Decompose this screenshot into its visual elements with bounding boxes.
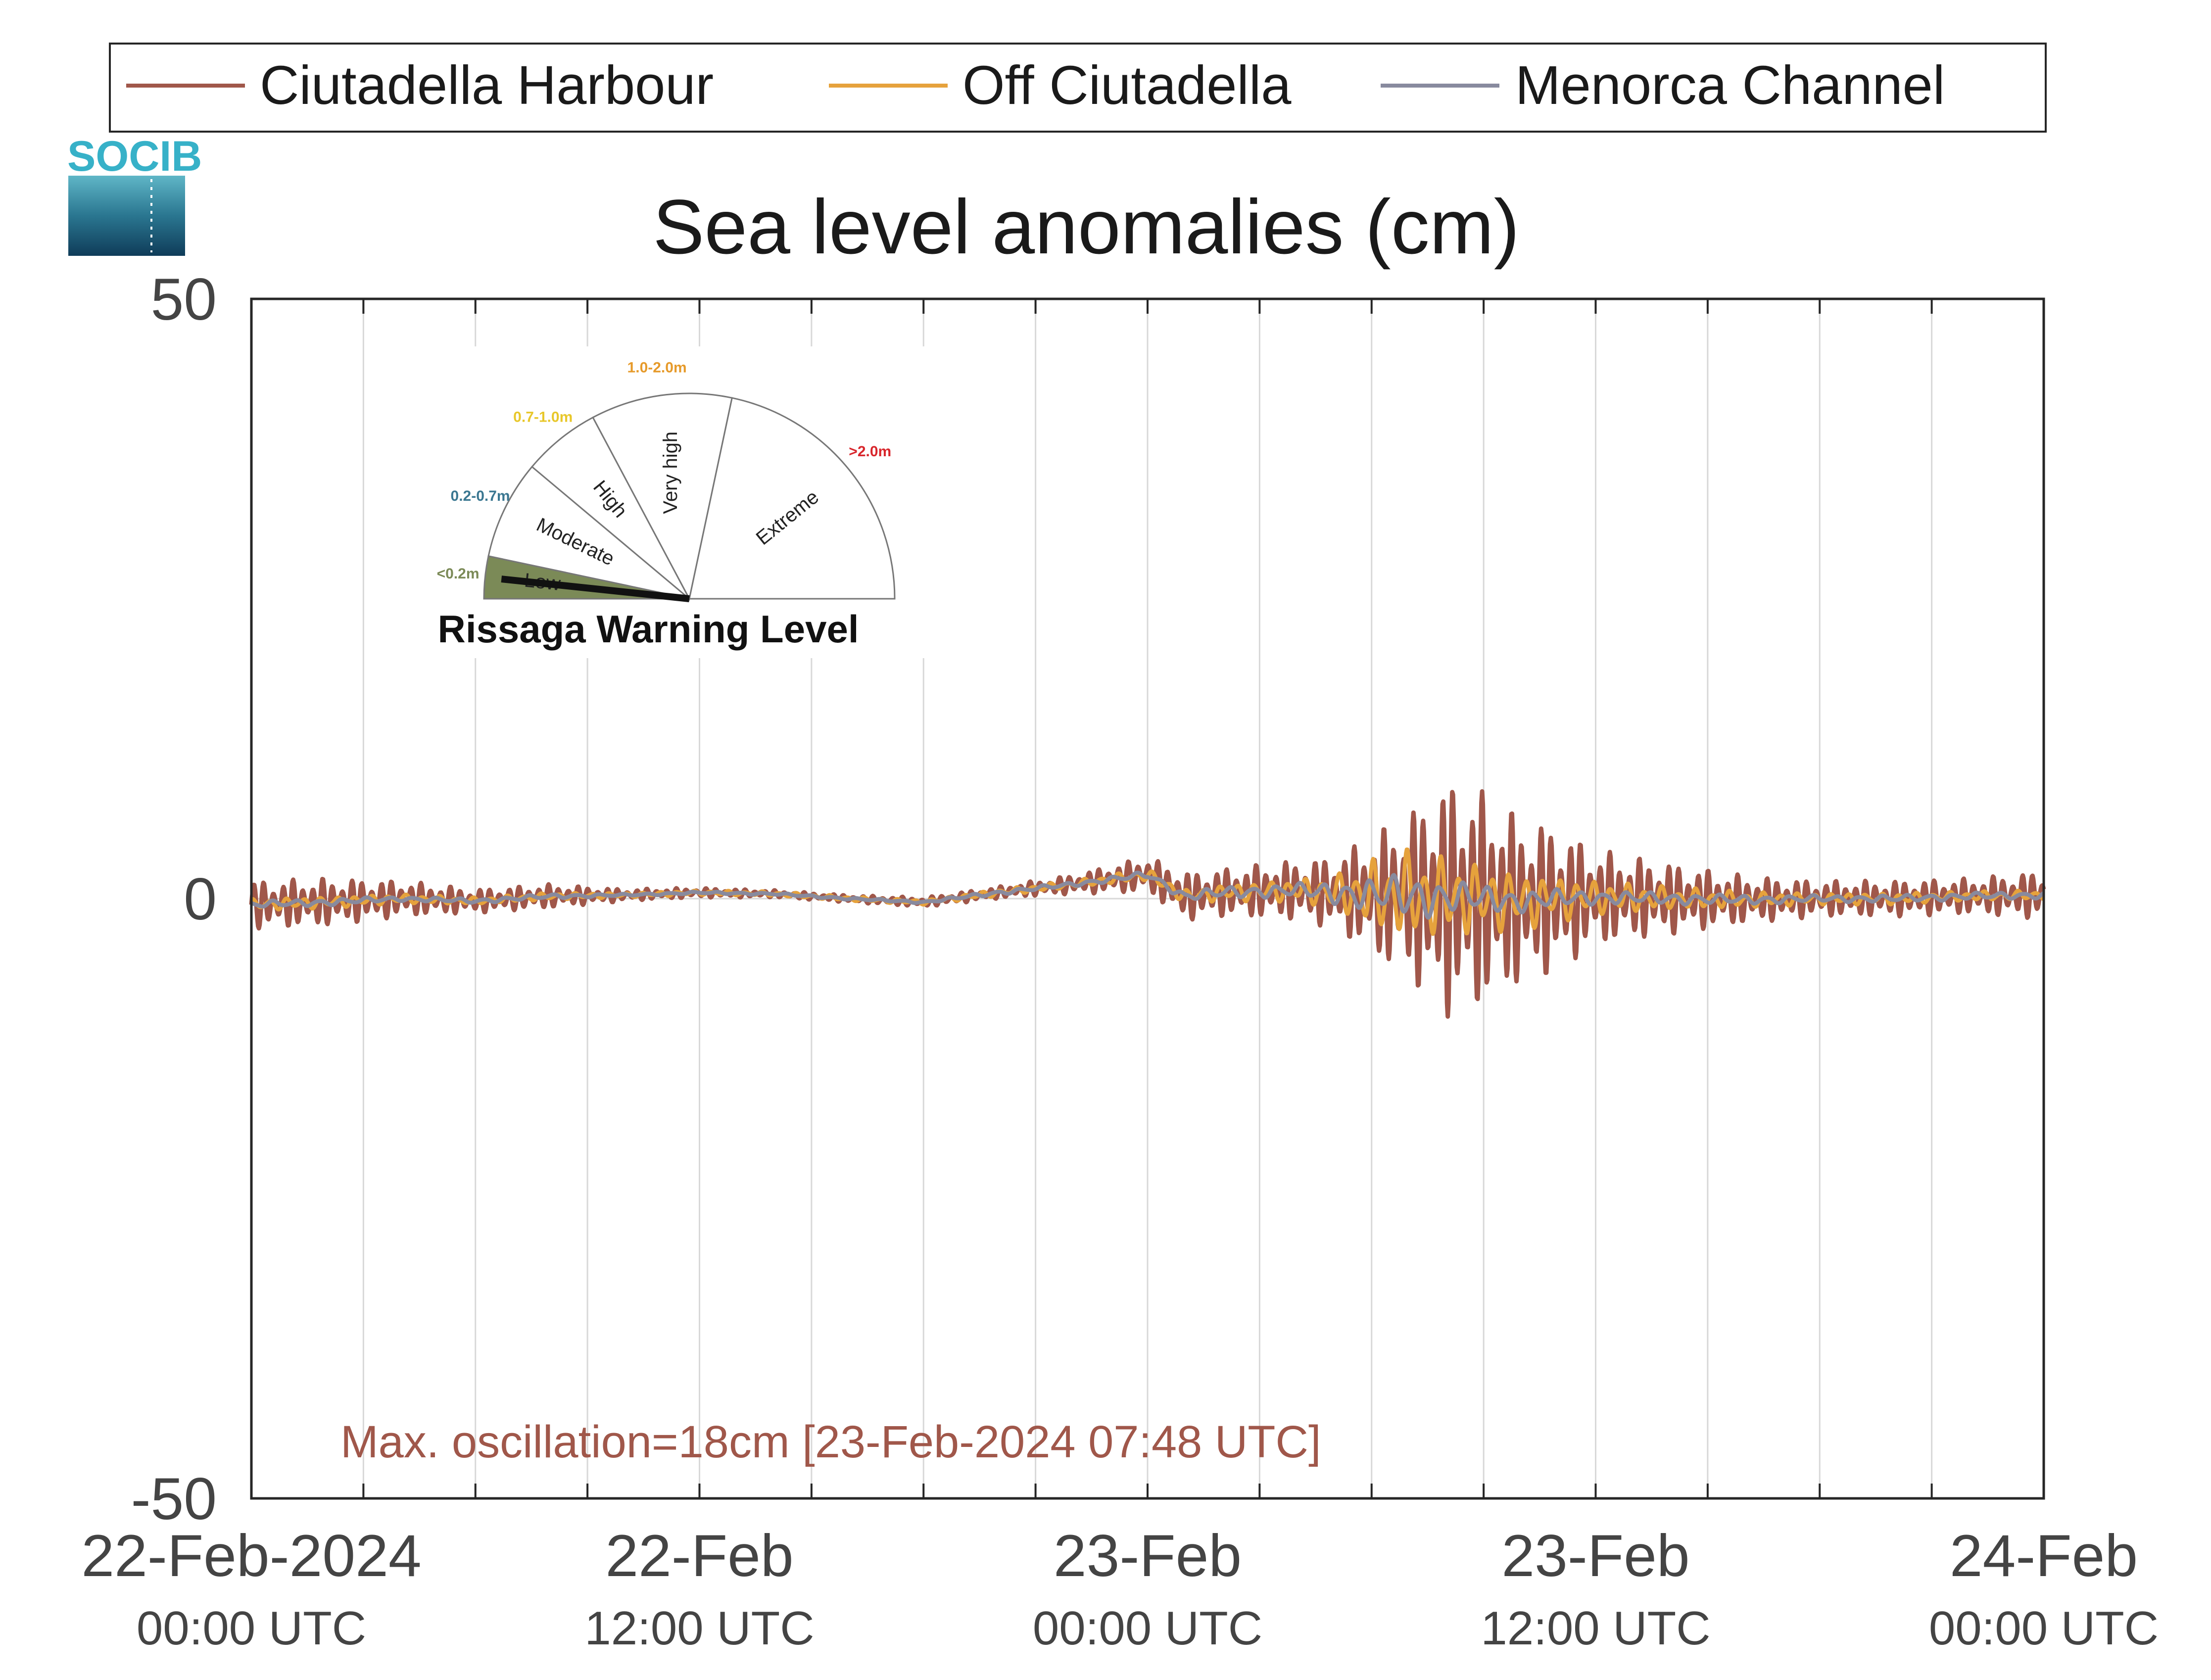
- chart-title: Sea level anomalies (cm): [653, 184, 1519, 270]
- x-tick-date-label: 22-Feb: [605, 1523, 793, 1589]
- gauge-range-label: 0.7-1.0m: [513, 409, 573, 426]
- legend-label-ciutadella-harbour: Ciutadella Harbour: [260, 55, 714, 116]
- x-tick-date-label: 23-Feb: [1054, 1523, 1242, 1589]
- x-tick-time-label: 00:00 UTC: [1033, 1602, 1262, 1655]
- legend-box: [109, 43, 2047, 133]
- y-tick-label: 0: [184, 866, 217, 932]
- x-tick-marks: [362, 299, 1933, 1498]
- rissaga-warning-gauge: Low<0.2mModerate0.2-0.7mHigh0.7-1.0mVery…: [398, 346, 930, 658]
- gauge-sector-extreme: [688, 397, 896, 600]
- x-tick-date-label: 22-Feb-2024: [81, 1523, 421, 1589]
- gauge-sector-label: Very high: [660, 432, 681, 514]
- series-layer: [249, 789, 2046, 1019]
- y-tick-labels: 50 0 -50: [131, 266, 217, 1532]
- logo-text: SOCIB: [67, 133, 202, 180]
- x-tick-time-label: 12:00 UTC: [1481, 1602, 1710, 1655]
- x-tick-time-label: 12:00 UTC: [584, 1602, 814, 1655]
- gauge-sector-very-high: [592, 392, 733, 601]
- gauge-range-label: 1.0-2.0m: [627, 359, 687, 376]
- gauge-sector-high: [530, 416, 690, 600]
- plot-area: [249, 297, 2046, 1500]
- legend-label-off-ciutadella: Off Ciutadella: [962, 55, 1292, 116]
- gauge-sector-moderate: [487, 466, 690, 600]
- max-oscillation-annotation: Max. oscillation=18cm [23-Feb-2024 07:48…: [340, 1417, 1321, 1467]
- series-line-ciutadella-harbour: [249, 789, 2046, 1019]
- legend-label-menorca-channel: Menorca Channel: [1515, 55, 1945, 116]
- y-tick-label: -50: [131, 1466, 217, 1532]
- x-tick-time-label: 00:00 UTC: [137, 1602, 366, 1655]
- series-line-menorca-channel: [250, 870, 2045, 920]
- x-tick-date-label: 23-Feb: [1501, 1523, 1689, 1589]
- legend: Ciutadella Harbour Off Ciutadella Menorc…: [109, 43, 2047, 133]
- x-tick-date-label: 24-Feb: [1950, 1523, 2138, 1589]
- gauge-sectors: Low<0.2mModerate0.2-0.7mHigh0.7-1.0mVery…: [437, 359, 896, 602]
- y-tick-label: 50: [151, 266, 217, 333]
- gauge-range-label: <0.2m: [437, 566, 480, 582]
- gauge-range-label: 0.2-0.7m: [451, 488, 510, 504]
- logo-wave-block: [68, 176, 185, 256]
- x-tick-labels: 22-Feb-2024 00:00 UTC 22-Feb 12:00 UTC 23-Fe…: [81, 1523, 2159, 1655]
- x-tick-time-label: 00:00 UTC: [1929, 1602, 2159, 1655]
- gauge-title: Rissaga Warning Level: [437, 607, 859, 651]
- gauge-range-label: >2.0m: [849, 443, 891, 460]
- socib-logo: SOCIB: [67, 133, 202, 256]
- gauge-needle: [501, 576, 690, 602]
